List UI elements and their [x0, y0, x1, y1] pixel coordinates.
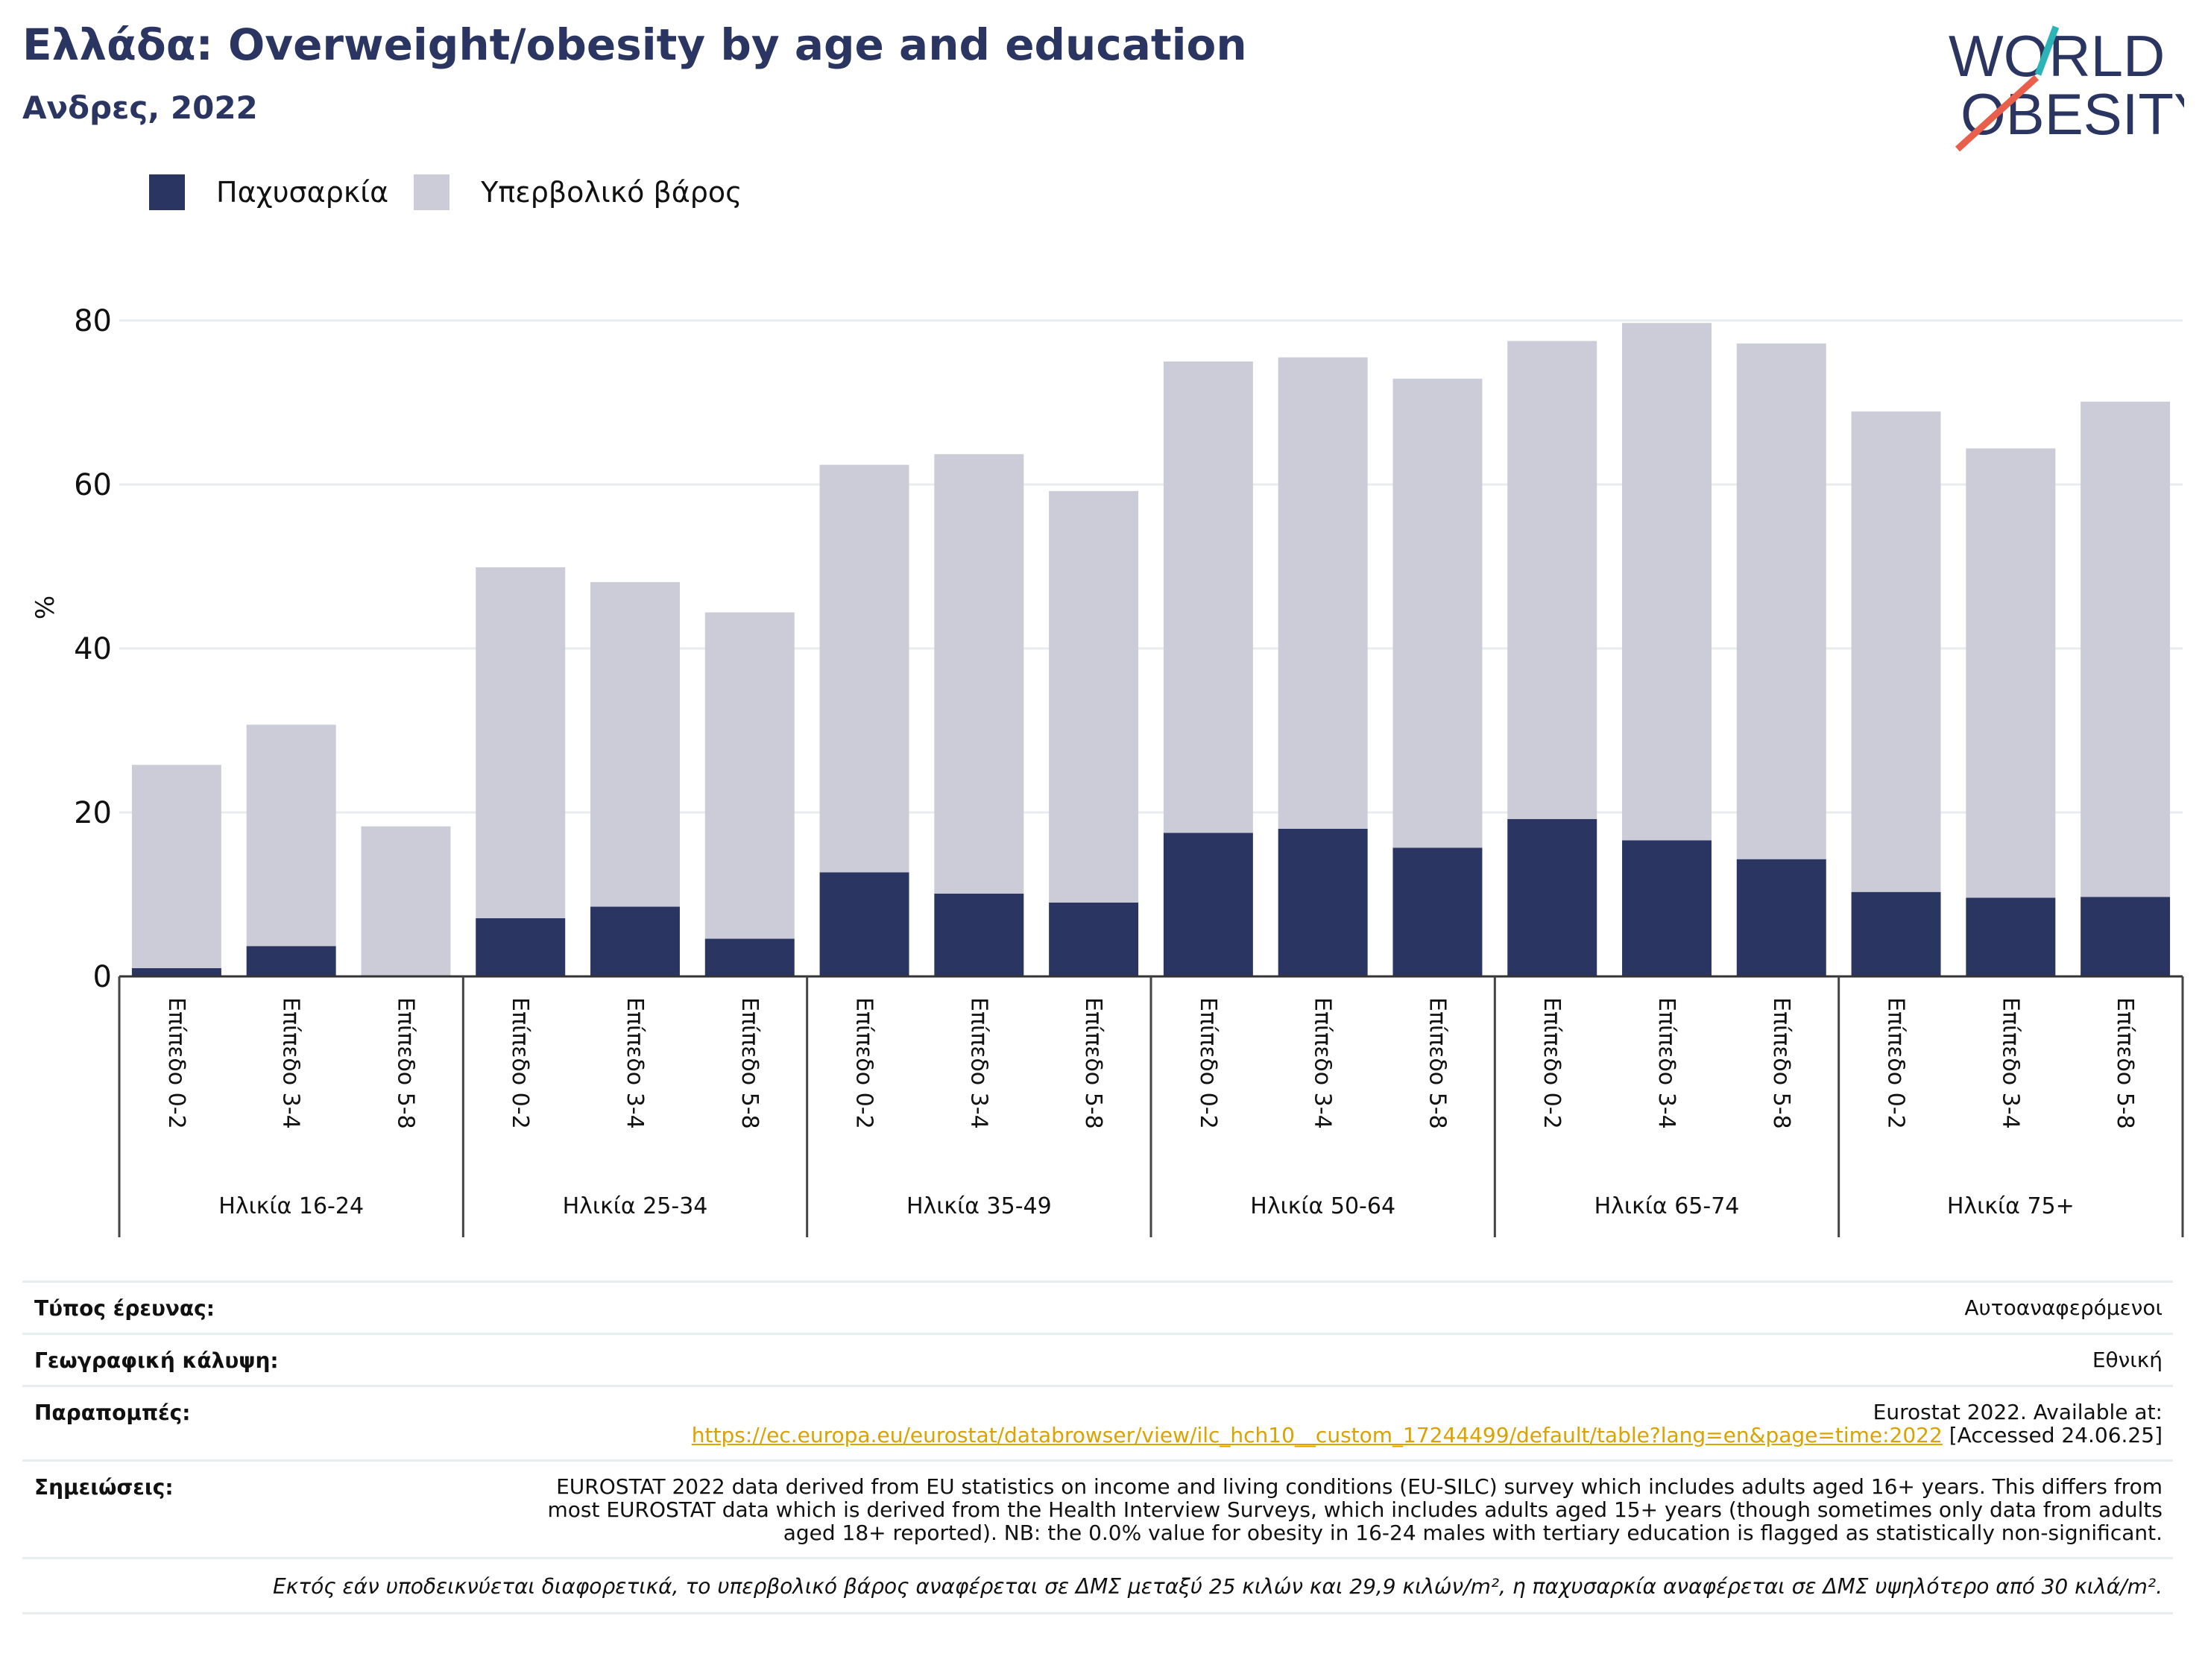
bar-overweight — [1736, 343, 1826, 859]
x-tick-label: Επίπεδο 5-8 — [2112, 997, 2138, 1129]
references-label: Παραπομπές: — [34, 1400, 191, 1425]
references-value: Eurostat 2022. Available at: https://ec.… — [692, 1400, 2163, 1447]
bar-overweight — [1392, 379, 1483, 848]
x-tick-label: Επίπεδο 3-4 — [278, 997, 304, 1129]
bar-obesity — [1392, 847, 1483, 976]
x-tick-label: Επίπεδο 3-4 — [1997, 997, 2023, 1129]
x-tick-label: Επίπεδο 0-2 — [1195, 997, 1221, 1129]
bar-overweight — [590, 581, 680, 907]
group-label: Ηλικία 50-64 — [1250, 1193, 1395, 1219]
y-tick-label: 60 — [74, 468, 112, 502]
bar-obesity — [819, 872, 909, 976]
bar-obesity — [1851, 891, 1941, 976]
bar-obesity — [476, 918, 566, 976]
bar-obesity — [934, 893, 1024, 976]
bar-overweight — [1622, 323, 1712, 841]
x-tick-label: Επίπεδο 5-8 — [1080, 997, 1106, 1129]
group-label: Ηλικία 35-49 — [906, 1193, 1052, 1219]
coverage-value: Εθνική — [2092, 1348, 2163, 1372]
x-tick-label: Επίπεδο 3-4 — [622, 997, 648, 1129]
bar-obesity — [1049, 903, 1139, 976]
group-label: Ηλικία 65-74 — [1594, 1193, 1740, 1219]
stacked-bar-chart: 0 20 40 60 80% Επίπεδο 0-2 Επίπεδο 3-4 Επίπεδο … — [31, 304, 2184, 1237]
meta-row-coverage: Γεωγραφική κάλυψη: Εθνική — [22, 1333, 2173, 1385]
bar-obesity — [1163, 833, 1253, 976]
x-tick-label: Επίπεδο 0-2 — [1883, 997, 1909, 1129]
bar-overweight — [131, 765, 221, 968]
legend-swatch-overweight — [414, 174, 450, 210]
chart-subtitle: Ανδρες, 2022 — [22, 89, 258, 126]
bar-overweight — [819, 464, 909, 873]
meta-row-notes: Σημειώσεις: EUROSTAT 2022 data derived f… — [22, 1459, 2173, 1557]
x-tick-label: Επίπεδο 5-8 — [736, 997, 763, 1129]
y-tick-label: 20 — [74, 796, 112, 830]
survey-type-value: Αυτοαναφερόμενοι — [1964, 1295, 2163, 1320]
coverage-label: Γεωγραφική κάλυψη: — [34, 1348, 279, 1373]
bar-obesity — [1736, 859, 1826, 976]
y-tick-label: 80 — [74, 304, 112, 338]
x-tick-label: Επίπεδο 3-4 — [1653, 997, 1679, 1129]
x-tick-label: Επίπεδο 0-2 — [1539, 997, 1565, 1129]
references-accessed: [Accessed 24.06.25] — [1942, 1423, 2163, 1448]
x-tick-label: Επίπεδο 3-4 — [1310, 997, 1336, 1129]
bar-overweight — [1163, 361, 1253, 833]
bar-obesity — [1966, 897, 2056, 976]
bar-overweight — [1049, 490, 1139, 903]
definitions-footnote: Εκτός εάν υποδεικνύεται διαφορετικά, το … — [22, 1556, 2173, 1614]
legend-label-overweight: Υπερβολικό βάρος — [481, 176, 742, 209]
bar-obesity — [1507, 818, 1597, 976]
bar-overweight — [2081, 401, 2171, 897]
notes-label: Σημειώσεις: — [34, 1474, 174, 1500]
bar-overweight — [361, 826, 451, 976]
bar-obesity — [1622, 840, 1712, 976]
legend-label-obesity: Παχυσαρκία — [216, 176, 389, 209]
group-label: Ηλικία 25-34 — [563, 1193, 708, 1219]
x-tick-label: Επίπεδο 5-8 — [1424, 997, 1450, 1129]
bar-obesity — [246, 946, 336, 976]
bar-overweight — [246, 724, 336, 947]
bar-obesity — [590, 906, 680, 976]
legend-item-obesity: Παχυσαρκία — [149, 174, 388, 210]
bar-overweight — [1966, 448, 2056, 898]
survey-type-label: Τύπος έρευνας: — [34, 1296, 215, 1321]
bar-overweight — [934, 454, 1024, 894]
y-axis-label: % — [31, 596, 60, 619]
legend-swatch-obesity — [149, 174, 185, 210]
bar-obesity — [704, 938, 795, 976]
bar-overweight — [1507, 341, 1597, 819]
y-tick-label: 0 — [93, 960, 112, 994]
x-tick-label: Επίπεδο 0-2 — [507, 997, 533, 1129]
world-obesity-logo: WORLD OBESITY — [1949, 23, 2184, 152]
chart-legend: Παχυσαρκία Υπερβολικό βάρος — [149, 170, 767, 215]
bar-overweight — [1851, 411, 1941, 892]
legend-item-overweight: Υπερβολικό βάρος — [414, 174, 742, 210]
bar-overweight — [476, 567, 566, 918]
chart-title: Ελλάδα: Overweight/obesity by age and ed… — [22, 19, 1247, 70]
group-label: Ηλικία 75+ — [1947, 1193, 2075, 1219]
bar-obesity — [2081, 897, 2171, 976]
y-tick-label: 40 — [74, 632, 112, 666]
references-source: Eurostat 2022. Available at: — [1873, 1400, 2163, 1424]
group-label: Ηλικία 16-24 — [218, 1193, 364, 1219]
bar-overweight — [1278, 357, 1368, 829]
x-tick-label: Επίπεδο 3-4 — [965, 997, 991, 1129]
x-tick-label: Επίπεδο 0-2 — [163, 997, 189, 1129]
x-tick-label: Επίπεδο 5-8 — [392, 997, 418, 1129]
bar-overweight — [704, 612, 795, 939]
meta-row-survey: Τύπος έρευνας: Αυτοαναφερόμενοι — [22, 1280, 2173, 1333]
notes-value: EUROSTAT 2022 data derived from EU stati… — [547, 1474, 2163, 1546]
metadata-table: Τύπος έρευνας: Αυτοαναφερόμενοι Γεωγραφι… — [22, 1280, 2173, 1614]
bar-obesity — [131, 968, 221, 976]
bar-obesity — [1278, 829, 1368, 976]
x-tick-label: Επίπεδο 5-8 — [1768, 997, 1794, 1129]
meta-row-references: Παραπομπές: Eurostat 2022. Available at:… — [22, 1385, 2173, 1459]
references-link[interactable]: https://ec.europa.eu/eurostat/databrowse… — [691, 1423, 1943, 1448]
x-tick-label: Επίπεδο 0-2 — [851, 997, 877, 1129]
